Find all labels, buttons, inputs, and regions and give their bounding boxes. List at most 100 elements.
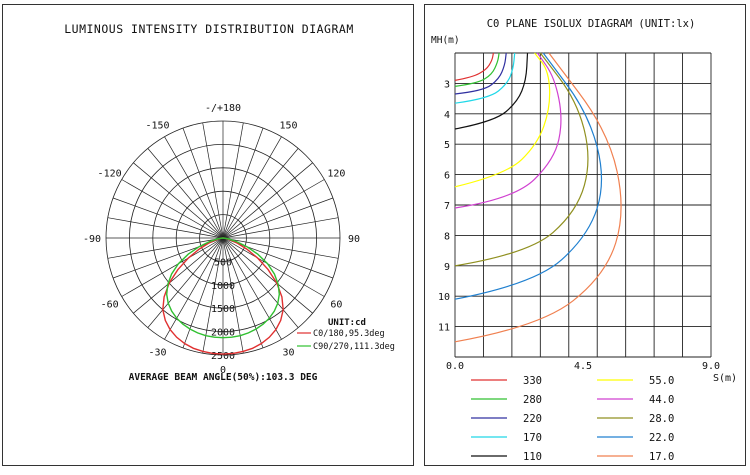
isolux-x-tick-label: 4.5 — [574, 361, 592, 372]
polar-spoke — [202, 122, 224, 239]
polar-angle-label: -120 — [98, 169, 122, 180]
polar-spoke — [222, 197, 334, 239]
intensity-distribution-panel: LUMINOUS INTENSITY DISTRIBUTION DIAGRAM … — [2, 4, 414, 466]
isolux-diagram-panel: C0 PLANE ISOLUX DIAGRAM (UNIT:lx) MH(m) … — [424, 4, 746, 466]
polar-radial-label: 1500 — [211, 304, 235, 315]
isolux-legend-label: 280 — [523, 394, 542, 406]
polar-spoke — [222, 162, 313, 239]
isolux-curve-4 — [454, 52, 529, 130]
polar-series-curve-0 — [162, 237, 284, 355]
polar-spoke — [222, 127, 264, 239]
isolux-x-axis-label: S(m) — [713, 373, 737, 384]
polar-spoke — [222, 237, 299, 328]
polar-radial-label: 1000 — [211, 281, 235, 292]
isolux-legend-label: 220 — [523, 413, 542, 425]
polar-radial-label: 500 — [214, 257, 232, 268]
polar-spoke — [222, 237, 325, 297]
isolux-y-axis-label: MH(m) — [431, 35, 460, 46]
polar-spoke — [112, 197, 224, 239]
polar-series-curve-1 — [165, 237, 281, 339]
polar-spoke — [222, 136, 282, 239]
isolux-legend-label: 28.0 — [649, 413, 674, 425]
polar-spoke — [164, 237, 224, 340]
isolux-y-ticks: 3 4 5 6 7 8 9 10 11 — [438, 79, 450, 333]
polar-spoke — [202, 237, 224, 354]
polar-legend: C0/180,95.3deg C90/270,111.3deg — [297, 329, 395, 352]
polar-radial-label: 2000 — [211, 328, 235, 339]
polar-spoke — [222, 179, 325, 239]
isolux-curve-0 — [454, 52, 494, 81]
polar-angle-label: 90 — [348, 234, 360, 245]
isolux-y-tick-label: 4 — [444, 110, 450, 121]
polar-spoke — [147, 148, 224, 239]
isolux-y-tick-label: 10 — [438, 292, 450, 303]
isolux-curves — [454, 52, 622, 343]
isolux-curve-7 — [454, 52, 589, 267]
isolux-curve-9 — [454, 52, 622, 343]
isolux-curve-1 — [454, 52, 500, 87]
polar-spoke — [182, 127, 224, 239]
polar-spoke — [121, 179, 224, 239]
isolux-legend-label: 22.0 — [649, 432, 674, 444]
isolux-curve-6 — [454, 52, 562, 209]
isolux-curve-2 — [454, 52, 507, 95]
isolux-legend-label: 110 — [523, 451, 542, 463]
isolux-y-tick-label: 8 — [444, 231, 450, 242]
polar-spoke — [107, 237, 224, 259]
isolux-legend: 330 280 220 170 110 55.0 44.0 28.0 22.0 17.0 — [471, 375, 674, 463]
polar-spoke — [133, 162, 224, 239]
isolux-y-tick-label: 9 — [444, 262, 450, 273]
polar-spoke — [147, 237, 224, 328]
polar-chart-title: LUMINOUS INTENSITY DISTRIBUTION DIAGRAM — [64, 22, 354, 36]
isolux-curve-5 — [454, 52, 551, 188]
isolux-y-tick-label: 7 — [444, 201, 450, 212]
polar-angle-label: 150 — [279, 121, 297, 132]
isolux-legend-label: 17.0 — [649, 451, 674, 463]
isolux-chart-title: C0 PLANE ISOLUX DIAGRAM (UNIT:lx) — [487, 18, 696, 30]
polar-legend-label: C90/270,111.3deg — [313, 342, 395, 352]
polar-radial-labels: 500 1000 1500 2000 2500 — [211, 257, 235, 362]
polar-spoke — [107, 217, 224, 239]
isolux-chart: C0 PLANE ISOLUX DIAGRAM (UNIT:lx) MH(m) … — [431, 18, 737, 463]
isolux-grid — [454, 52, 712, 358]
polar-series — [162, 237, 284, 355]
isolux-x-ticks: 0.0 4.5 9.0 — [446, 361, 720, 372]
isolux-x-tick-label: 0.0 — [446, 361, 464, 372]
polar-angle-label: 0 — [220, 365, 226, 376]
polar-spoke — [121, 237, 224, 297]
polar-angle-label: -30 — [148, 347, 166, 358]
polar-angle-label: 120 — [327, 169, 345, 180]
polar-angle-label: -/+180 — [205, 103, 241, 114]
isolux-legend-label: 44.0 — [649, 394, 674, 406]
polar-unit-label: UNIT:cd — [328, 318, 366, 328]
polar-angle-label: -90 — [83, 234, 101, 245]
polar-spoke — [222, 148, 299, 239]
average-beam-angle-text: AVERAGE BEAM ANGLE(50%):103.3 DEG — [129, 372, 318, 383]
polar-angle-label: 30 — [282, 347, 294, 358]
polar-angle-labels: -/+180 150 -150 120 -120 90 -90 60 -60 30 -30 0 — [83, 103, 360, 376]
polar-spoke — [222, 237, 282, 340]
isolux-y-tick-label: 3 — [444, 79, 450, 90]
isolux-legend-label: 170 — [523, 432, 542, 444]
polar-spoke — [222, 122, 244, 239]
isolux-y-tick-label: 11 — [438, 323, 450, 334]
isolux-curve-3 — [454, 52, 516, 104]
polar-spoke — [222, 237, 313, 314]
polar-legend-label: C0/180,95.3deg — [313, 329, 385, 339]
isolux-x-tick-label: 9.0 — [702, 361, 720, 372]
polar-angle-label: -150 — [145, 121, 169, 132]
polar-spoke — [222, 237, 339, 259]
polar-chart: LUMINOUS INTENSITY DISTRIBUTION DIAGRAM … — [64, 22, 395, 383]
isolux-y-tick-label: 5 — [444, 140, 450, 151]
polar-spoke — [164, 136, 224, 239]
isolux-legend-label: 330 — [523, 375, 542, 387]
polar-angle-label: 60 — [330, 300, 342, 311]
polar-spoke — [222, 237, 244, 354]
polar-spoke — [133, 237, 224, 314]
isolux-legend-label: 55.0 — [649, 375, 674, 387]
polar-angle-label: -60 — [101, 300, 119, 311]
isolux-curve-8 — [454, 52, 603, 300]
polar-spoke — [222, 217, 339, 239]
polar-radial-label: 2500 — [211, 351, 235, 362]
isolux-y-tick-label: 6 — [444, 171, 450, 182]
